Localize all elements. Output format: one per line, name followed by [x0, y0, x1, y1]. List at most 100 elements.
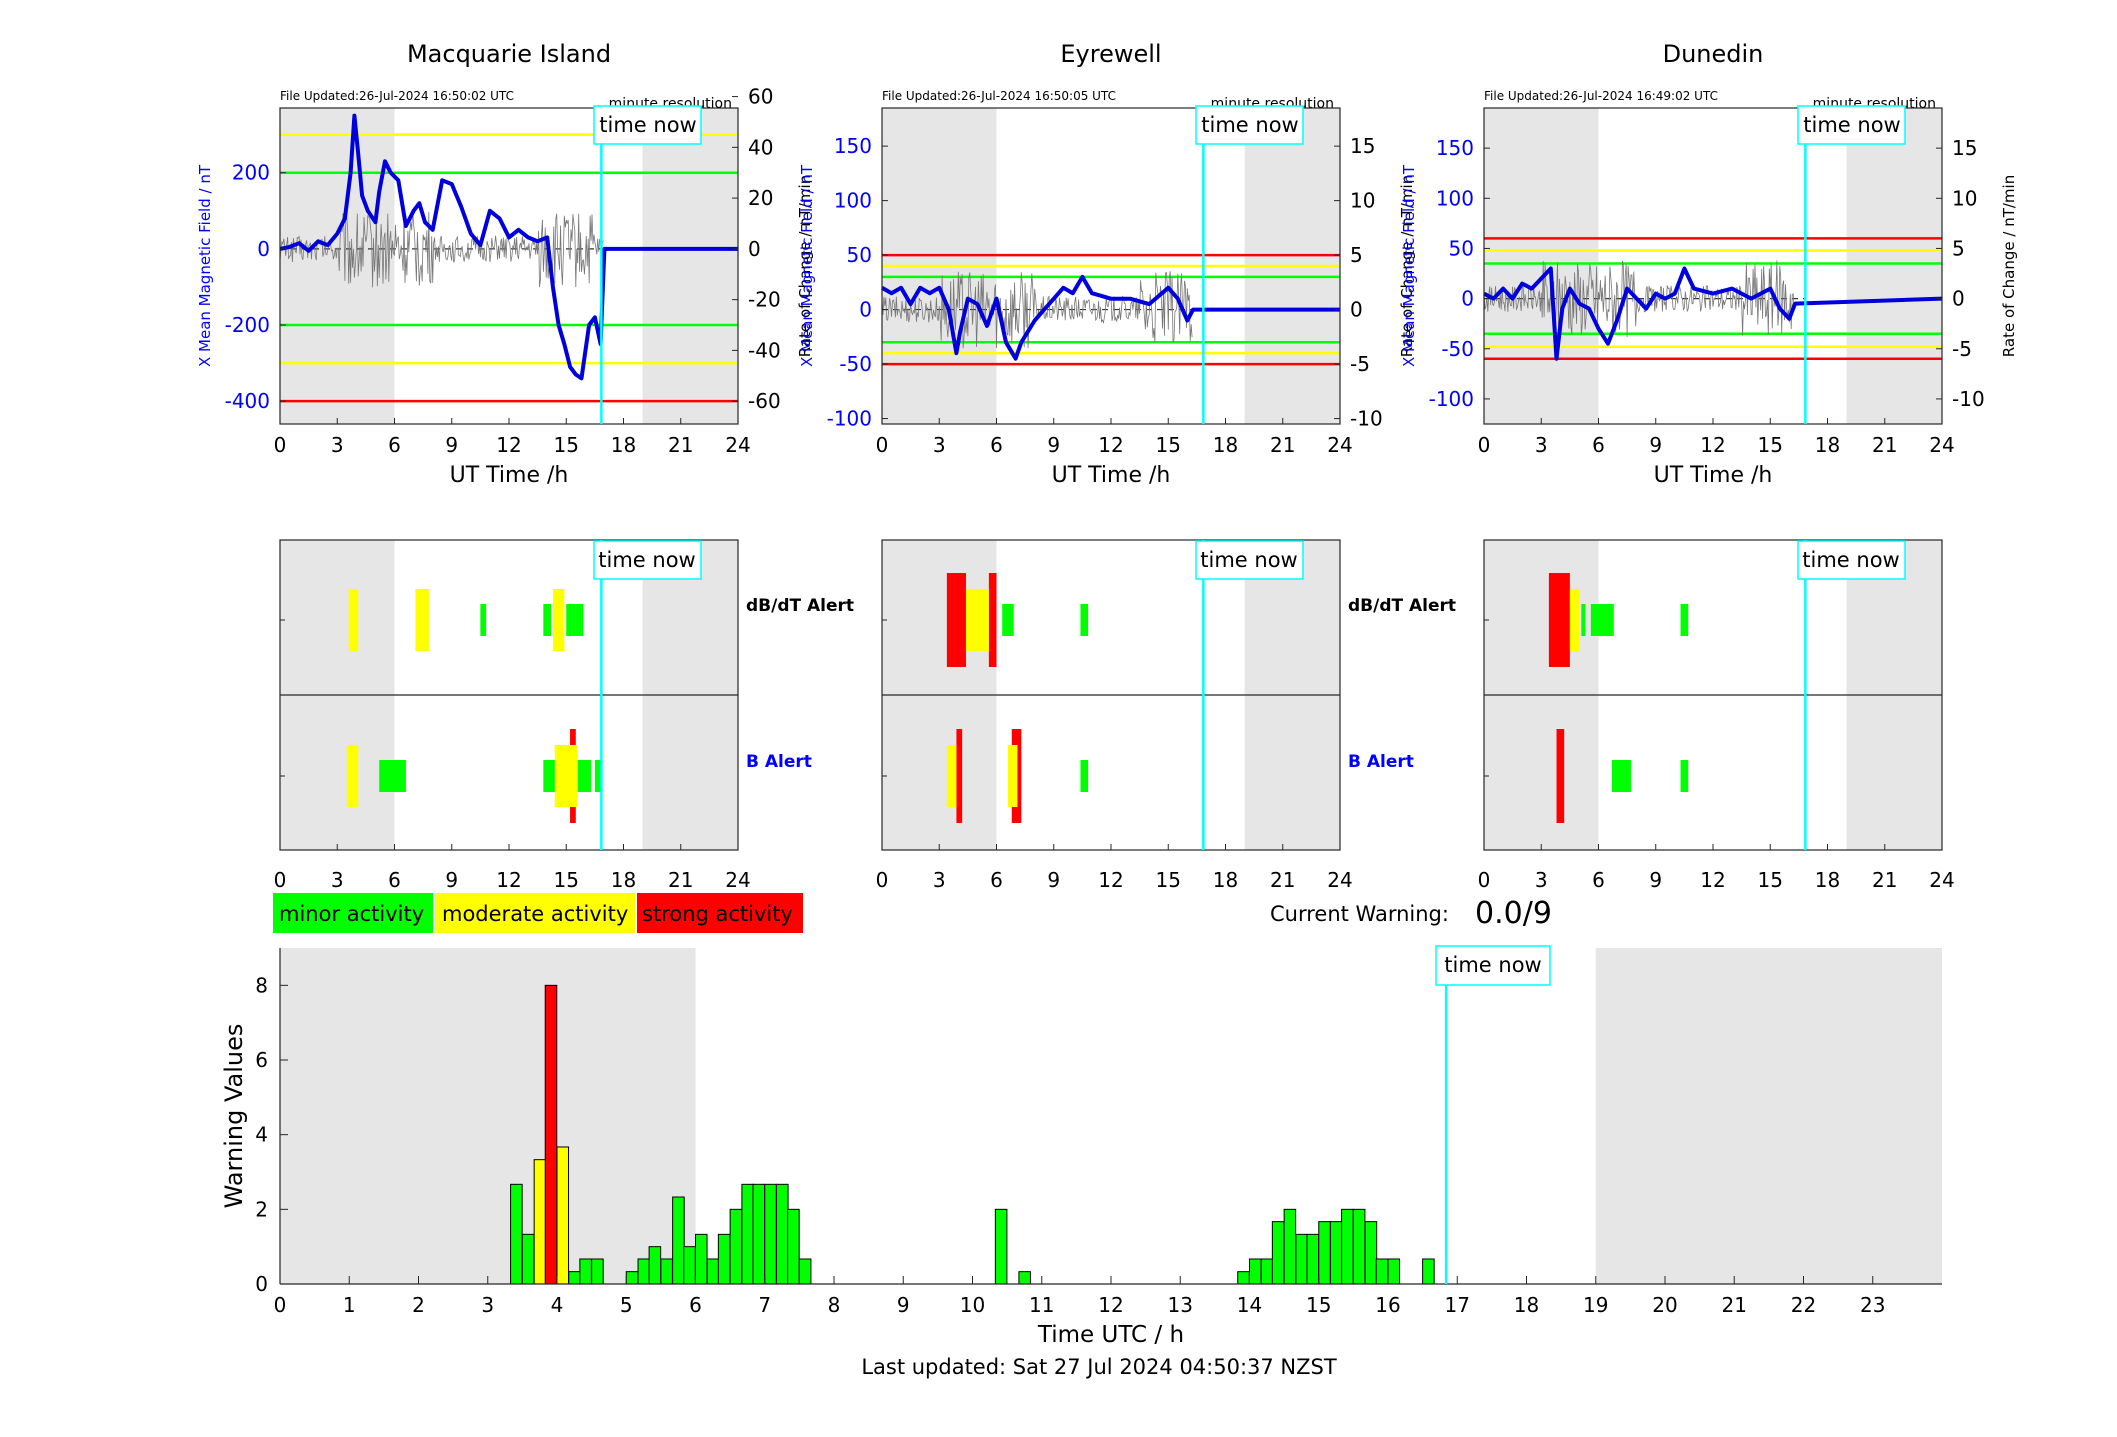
right-y-tick-label: -20 [748, 288, 781, 312]
left-y-tick-label: 150 [1436, 136, 1474, 160]
x-tick-label: 17 [1445, 1293, 1470, 1317]
x-tick-label: 6 [990, 868, 1003, 892]
night-shading [280, 948, 696, 1284]
magnetic-field-trace [1483, 266, 1943, 361]
x-tick-label: 3 [1535, 433, 1548, 457]
warning-bar [706, 1258, 720, 1285]
right-y-axis-label: Rate of Change / nT/min [1398, 175, 1416, 357]
warning-bar [1295, 1233, 1308, 1285]
x-tick-label: 15 [554, 433, 579, 457]
x-tick-label: 24 [1929, 868, 1954, 892]
time-now-box [1195, 540, 1304, 580]
file-updated-label: File Updated:26-Jul-2024 16:50:02 UTC [280, 89, 514, 103]
file-updated-label: File Updated:26-Jul-2024 16:50:05 UTC [882, 89, 1116, 103]
warning-bar [776, 1183, 789, 1285]
warning-bar [591, 1258, 604, 1285]
x-tick-label: 15 [1156, 433, 1181, 457]
night-shading [1484, 108, 1599, 424]
x-tick-label: 24 [1327, 868, 1352, 892]
left-y-tick-label: -50 [839, 352, 872, 376]
alert-panel-1: time now dB/dT Alert B Alert 0 3 6 9 12 15 18 21 24 [274, 539, 854, 892]
time-now-box [1435, 945, 1551, 986]
legend-moderate-label: moderate activity [442, 902, 628, 926]
night-shading [280, 108, 395, 424]
b-alert-block [1007, 745, 1018, 807]
right-y-tick-label: -60 [748, 389, 781, 413]
left-y-tick-label: -100 [827, 407, 872, 431]
x-tick-label: 12 [1700, 433, 1725, 457]
x-tick-label: 6 [388, 868, 401, 892]
warning-bar [1318, 1221, 1331, 1285]
x-tick-label: 15 [1758, 433, 1783, 457]
left-y-axis-label: X Mean Magnetic Field / nT [798, 164, 816, 367]
current-warning-label: Current Warning: [1270, 902, 1449, 926]
station-panel-2: Eyrewell File Updated:26-Jul-2024 16:50:0… [798, 40, 1416, 488]
station-title: Eyrewell [1060, 40, 1161, 68]
x-tick-label: 18 [1815, 868, 1840, 892]
x-tick-label: 13 [1168, 1293, 1193, 1317]
warning-bar [660, 1258, 673, 1285]
alert-panel-3: time now 0 3 6 9 12 15 18 21 24 [1478, 539, 1955, 892]
warning-bar [787, 1208, 800, 1285]
right-y-tick-label: -10 [1350, 407, 1383, 431]
activity-legend: minor activity moderate activity strong … [273, 893, 803, 933]
x-tick-label: 3 [933, 433, 946, 457]
x-tick-label: 6 [1592, 433, 1605, 457]
warning-bar [1271, 1221, 1285, 1285]
warning-bar [510, 1183, 523, 1285]
x-axis-label: UT Time /h [450, 463, 569, 488]
x-tick-label: 12 [1098, 1293, 1123, 1317]
warning-bar [1283, 1208, 1297, 1285]
left-y-tick-label: 0 [1461, 287, 1474, 311]
right-y-tick-label: 15 [1952, 136, 1977, 160]
warning-bar [1330, 1221, 1343, 1285]
x-tick-label: 12 [496, 868, 521, 892]
x-tick-label: 11 [1029, 1293, 1054, 1317]
right-y-tick-label: 5 [1952, 236, 1965, 260]
x-axis-label: UT Time /h [1654, 463, 1773, 488]
dbdt-alert-block [946, 573, 966, 667]
right-y-tick-label: 10 [1952, 186, 1977, 210]
x-tick-label: 0 [876, 433, 889, 457]
warning-bar [672, 1196, 685, 1285]
dbdt-alert-block [348, 589, 359, 651]
b-alert-label: B Alert [746, 752, 812, 772]
station-panel-3: Dunedin File Updated:26-Jul-2024 16:49:02… [1400, 40, 2018, 488]
x-tick-label: 14 [1237, 1293, 1262, 1317]
warning-values-chart: 0 1 2 3 4 5 6 7 8 9 10 11 12 13 14 15 16 17 18 19 20 21 22 2302… [220, 945, 1942, 1348]
time-now-box [593, 540, 702, 580]
x-tick-label: 24 [725, 433, 750, 457]
right-y-tick-label: 0 [748, 237, 761, 261]
x-tick-label: 7 [758, 1293, 771, 1317]
left-y-tick-label: -400 [225, 389, 270, 413]
dbdt-alert-block [552, 589, 565, 651]
x-tick-label: 9 [897, 1293, 910, 1317]
right-y-tick-label: -10 [1952, 387, 1985, 411]
b-alert-block [956, 729, 963, 823]
magnetic-field-panels: Macquarie Island File Updated:26-Jul-2024… [196, 40, 2018, 488]
x-axis-label: UT Time /h [1052, 463, 1171, 488]
x-tick-label: 21 [1270, 433, 1295, 457]
x-tick-label: 2 [412, 1293, 425, 1317]
x-tick-label: 6 [388, 433, 401, 457]
left-y-tick-label: -50 [1441, 337, 1474, 361]
warning-bar [695, 1233, 708, 1285]
warning-bar [648, 1246, 662, 1285]
b-alert-block [1080, 760, 1089, 792]
night-shading [1595, 948, 1942, 1284]
dbdt-alert-block [1680, 604, 1689, 636]
x-tick-label: 21 [668, 433, 693, 457]
dbdt-alert-label: dB/dT Alert [1348, 596, 1456, 616]
x-tick-label: 9 [1047, 868, 1060, 892]
x-tick-label: 15 [1306, 1293, 1331, 1317]
right-y-tick-label: 20 [748, 186, 773, 210]
warning-bar [556, 1146, 570, 1285]
x-tick-label: 3 [933, 868, 946, 892]
warning-bar [1387, 1258, 1401, 1285]
b-alert-block [379, 760, 406, 792]
warning-bar [741, 1183, 754, 1285]
time-now-label: time now [598, 548, 695, 572]
left-y-tick-label: 100 [1436, 186, 1474, 210]
b-alert-block [594, 760, 601, 792]
